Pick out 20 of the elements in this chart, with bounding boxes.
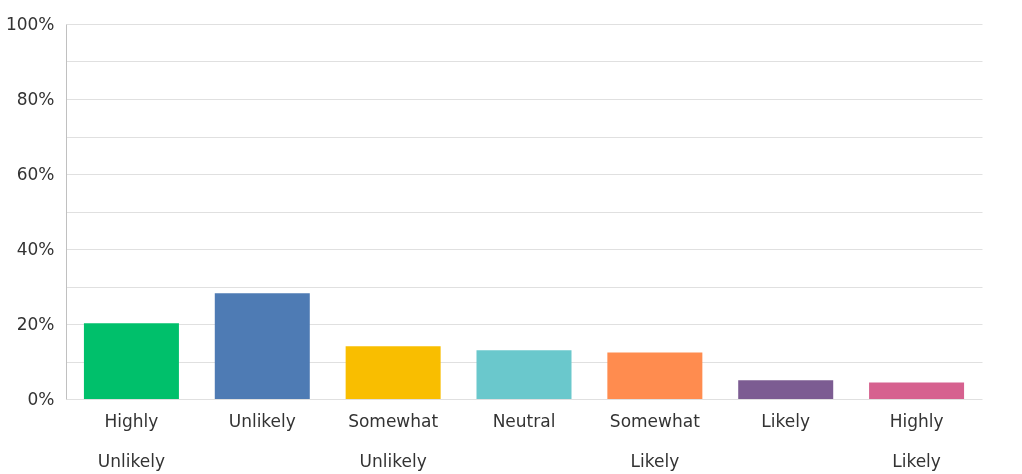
bar: [345, 346, 441, 399]
x-tick-label: Highly Unlikely: [97, 410, 166, 471]
y-tick-label: 100%: [5, 13, 55, 34]
bar: [83, 323, 179, 399]
y-tick-label: 40%: [16, 238, 55, 259]
x-tick-label: Unlikely: [228, 410, 296, 431]
y-tick-label: 80%: [16, 88, 55, 109]
y-tick-label: 0%: [27, 388, 55, 409]
bar: [607, 352, 703, 399]
bar: [214, 293, 310, 399]
y-tick-label: 60%: [16, 163, 55, 184]
bar: [738, 380, 834, 399]
bar: [869, 382, 965, 399]
x-tick-label: Highly Likely: [889, 410, 944, 471]
x-tick-label: Somewhat Unlikely: [348, 410, 439, 471]
x-tick-label: Somewhat Likely: [609, 410, 701, 471]
y-tick-label: 20%: [16, 313, 55, 334]
x-tick-label: Likely: [761, 410, 811, 431]
x-tick-label: Neutral: [492, 410, 556, 431]
bar: [476, 350, 572, 399]
